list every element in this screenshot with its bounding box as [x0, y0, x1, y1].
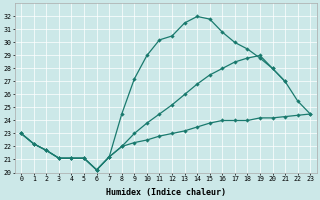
X-axis label: Humidex (Indice chaleur): Humidex (Indice chaleur) — [106, 188, 226, 197]
